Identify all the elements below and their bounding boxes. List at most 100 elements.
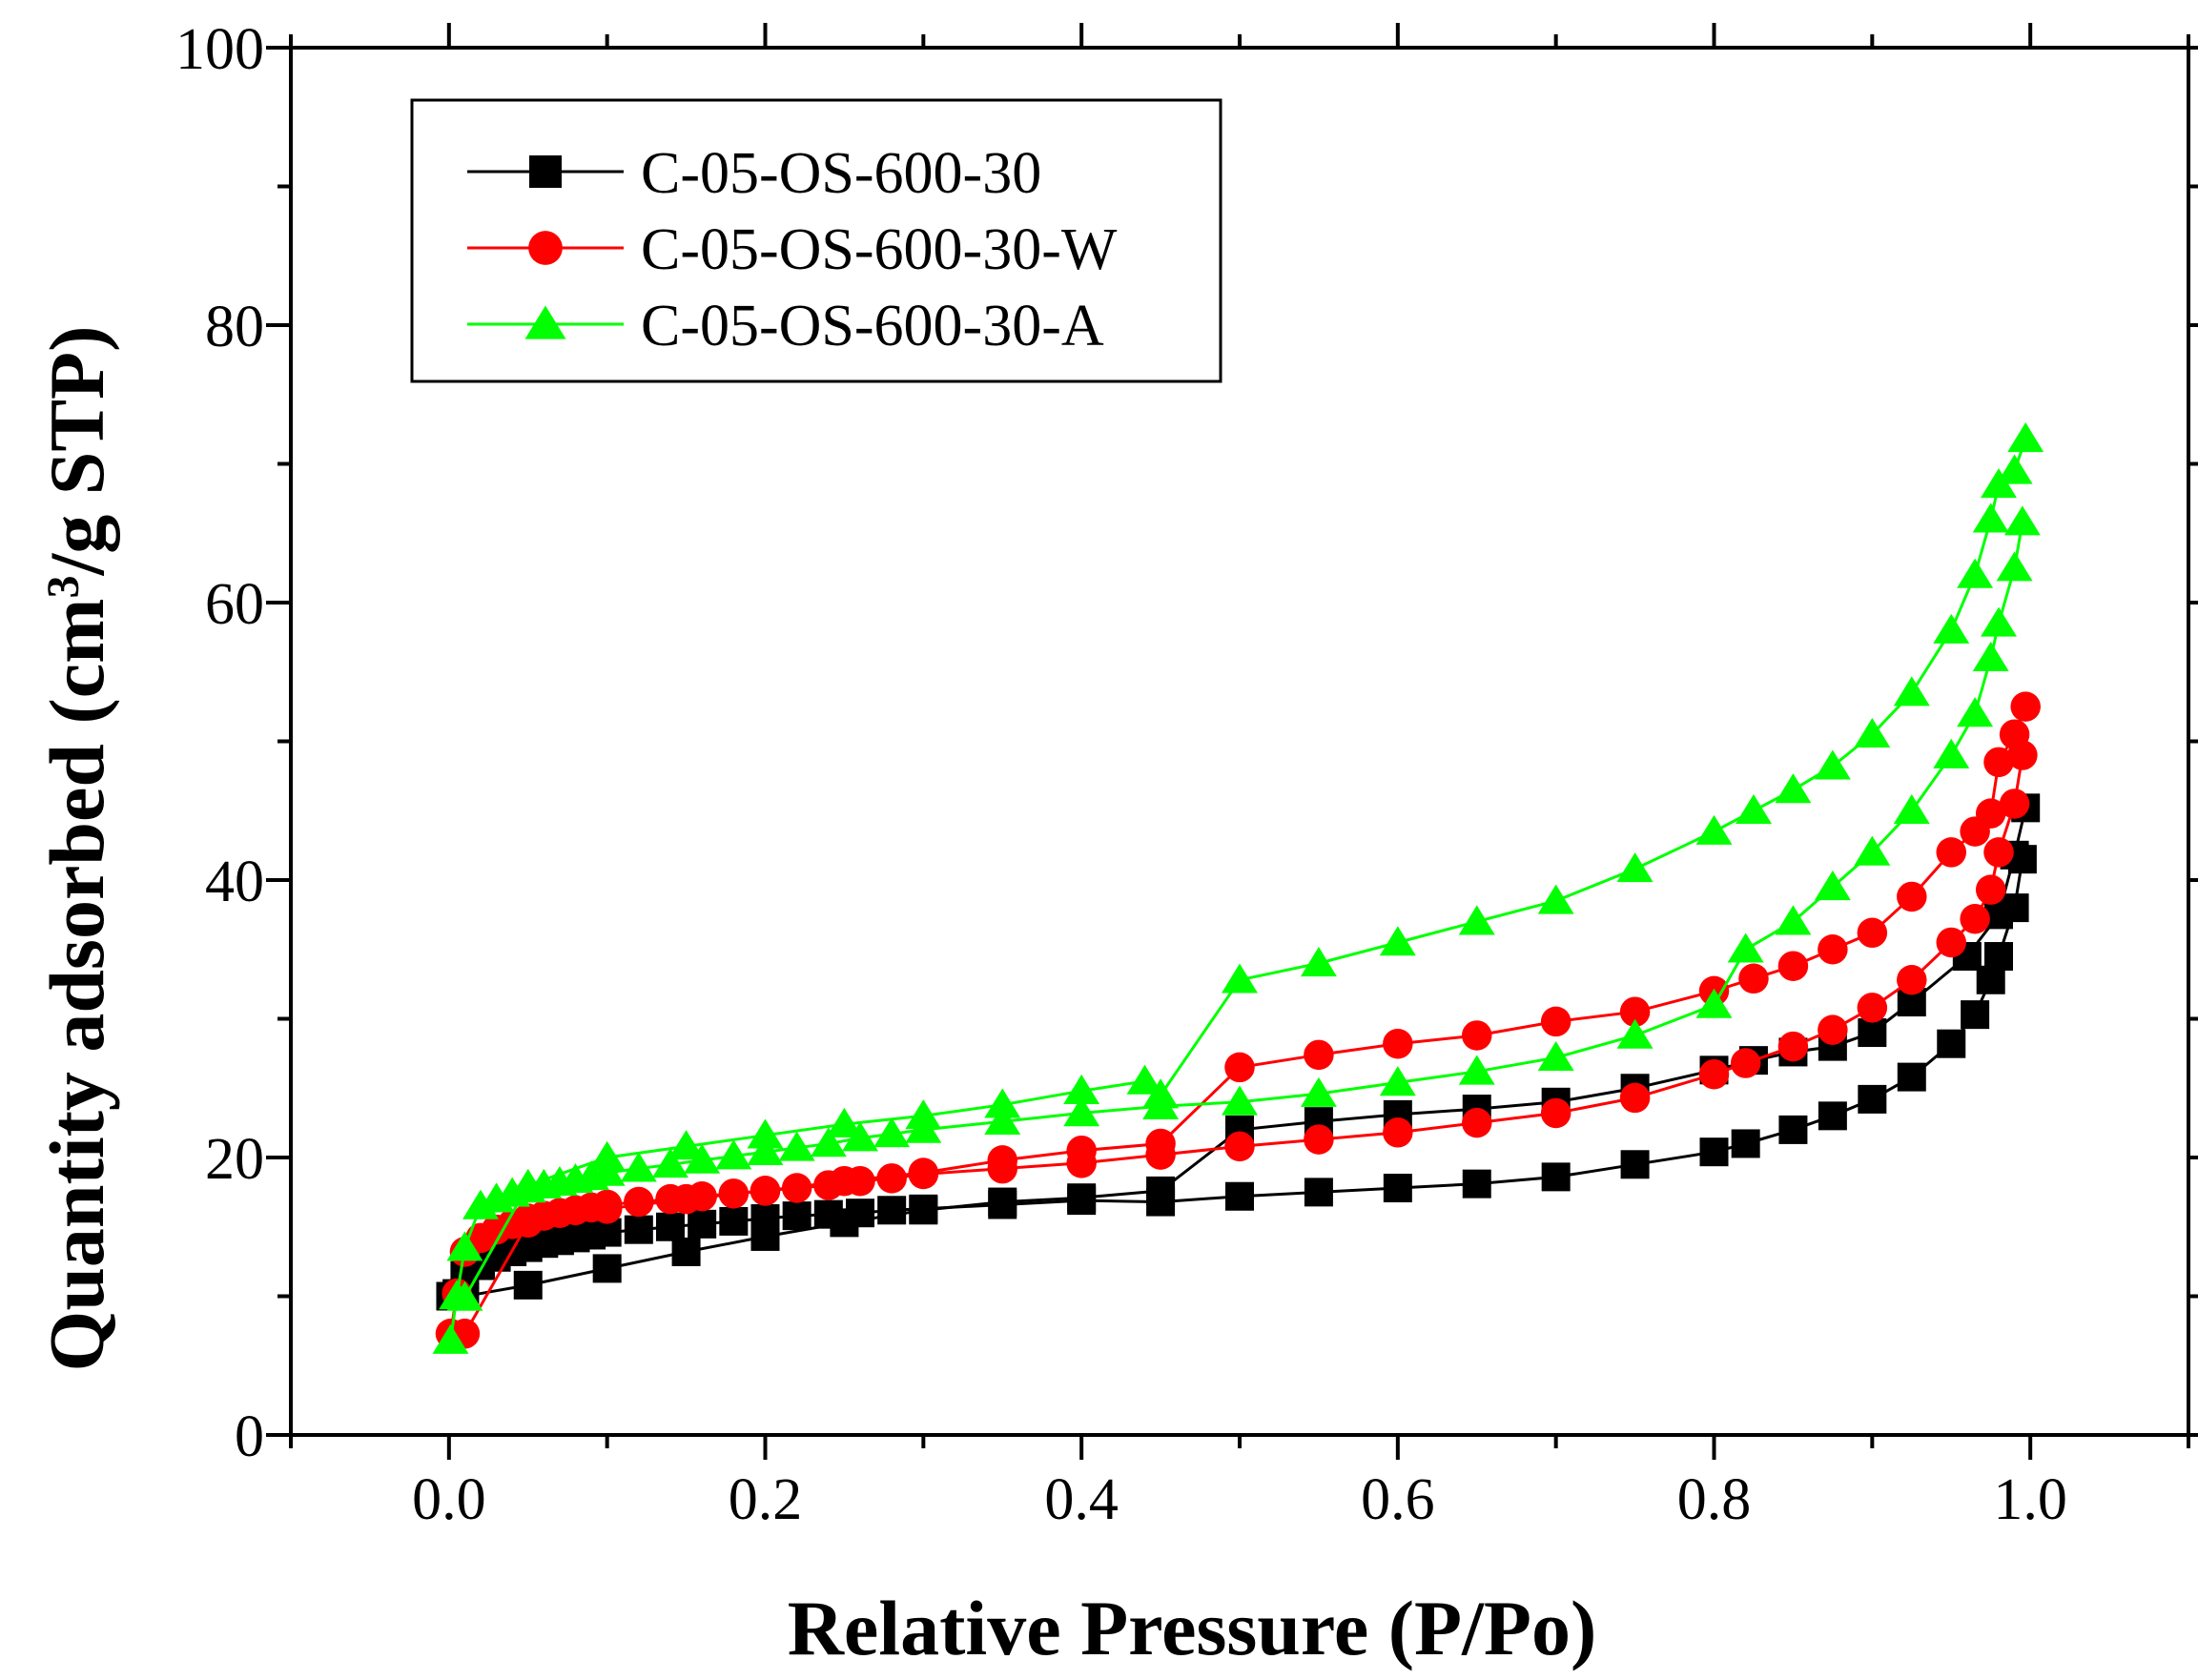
desorption-point <box>2007 422 2044 453</box>
desorption-point <box>509 1168 546 1199</box>
adsorption-point <box>1699 1137 1729 1167</box>
legend-marker <box>524 305 566 339</box>
desorption-point <box>1933 613 1970 644</box>
adsorption-point <box>1961 1000 1990 1030</box>
desorption-point <box>1458 905 1495 935</box>
adsorption-point <box>1936 927 1966 958</box>
desorption-point <box>1996 454 2033 484</box>
adsorption-point <box>984 1104 1021 1135</box>
adsorption-point <box>1063 1096 1100 1127</box>
adsorption-point <box>1957 697 1994 727</box>
desorption-point <box>1383 1028 1413 1059</box>
adsorption-point <box>1616 1018 1654 1049</box>
adsorption-point <box>1981 606 2017 637</box>
desorption-point <box>908 1158 939 1188</box>
desorption-point <box>1854 717 1891 748</box>
desorption-point <box>1540 1006 1571 1037</box>
desorption-point <box>2010 691 2041 722</box>
series-layer <box>432 422 2044 1354</box>
adsorption-point <box>624 1215 653 1244</box>
adsorption-point <box>1462 1107 1492 1138</box>
adsorption-point <box>1379 1066 1416 1096</box>
adsorption-point <box>1854 835 1891 866</box>
desorption-point <box>984 1088 1021 1118</box>
adsorption-point <box>715 1139 752 1170</box>
adsorption-point <box>719 1206 749 1236</box>
adsorption-point <box>1818 1014 1848 1045</box>
adsorption-point <box>1984 942 2013 972</box>
adsorption-point <box>652 1148 688 1178</box>
desorption-point <box>1462 1020 1492 1051</box>
desorption-point <box>1775 773 1812 804</box>
adsorption-point <box>1300 1076 1337 1107</box>
adsorption-point <box>1814 871 1851 901</box>
adsorption-point <box>1731 1129 1760 1158</box>
desorption-point <box>1145 1128 1176 1159</box>
desorption-point <box>1814 749 1851 780</box>
adsorption-point <box>1540 1097 1571 1129</box>
x-tick-label: 0.4 <box>1044 1467 1119 1532</box>
y-tick-label: 40 <box>205 850 264 914</box>
desorption-point <box>1304 1039 1334 1071</box>
adsorption-point <box>1695 988 1733 1018</box>
adsorption-point <box>588 1156 626 1186</box>
legend: C-05-OS-600-30 C-05-OS-600-30-W C-05-OS-60… <box>410 98 1222 383</box>
desorption-point <box>1960 816 1990 847</box>
adsorption-point <box>656 1212 685 1241</box>
adsorption-point <box>1458 1055 1495 1085</box>
adsorption-point <box>1462 1169 1491 1199</box>
x-tick-label: 0.6 <box>1361 1467 1435 1532</box>
desorption-point <box>670 1183 702 1215</box>
adsorption-point <box>1541 1162 1571 1192</box>
y-tick-label: 0 <box>235 1404 264 1469</box>
legend-marker <box>528 231 563 265</box>
desorption-point <box>1066 1135 1097 1166</box>
series-c05-w <box>435 691 2041 1349</box>
desorption-point <box>1224 1052 1255 1083</box>
desorption-point <box>588 1140 626 1171</box>
y-tick-label: 20 <box>205 1127 264 1192</box>
desorption-point <box>513 1207 544 1239</box>
desorption-point <box>1126 1064 1163 1095</box>
adsorption-point <box>1897 965 1927 995</box>
adsorption-point <box>1972 641 2009 671</box>
desorption-point <box>750 1176 781 1206</box>
adsorption-point <box>1620 1150 1650 1179</box>
x-tick-label: 0.8 <box>1677 1467 1752 1532</box>
desorption-point <box>988 1187 1017 1217</box>
adsorption-point <box>432 1323 469 1354</box>
adsorption-point <box>1730 1048 1761 1078</box>
adsorption-point <box>1225 1181 1254 1211</box>
desorption-point <box>1857 917 1888 949</box>
adsorption-point <box>1818 1101 1847 1131</box>
adsorption-point <box>1893 794 1930 825</box>
x-axis-title: Relative Pressure (P/Po) <box>788 1585 1597 1671</box>
desorption-point <box>1738 963 1769 994</box>
desorption-point <box>829 1165 860 1197</box>
legend-label: C-05-OS-600-30-W <box>641 217 1118 282</box>
desorption-point <box>592 1254 622 1283</box>
adsorption-point <box>778 1131 815 1161</box>
legend-marker <box>529 155 562 188</box>
desorption-point <box>1735 794 1772 825</box>
y-tick-label: 60 <box>205 572 264 637</box>
x-tick-label: 0.0 <box>412 1467 486 1532</box>
y-axis-title: Quantity adsorbed (cm3/g STP) <box>33 326 120 1372</box>
adsorption-point <box>446 1231 483 1261</box>
adsorption-point <box>1937 1029 1966 1058</box>
desorption-point <box>1379 926 1416 956</box>
adsorption-point <box>1304 1124 1334 1155</box>
desorption-point <box>1777 951 1809 981</box>
desorption-point <box>1893 676 1930 707</box>
adsorption-point <box>688 1209 717 1239</box>
x-tick-label: 0.2 <box>729 1467 803 1532</box>
adsorption-point <box>782 1201 811 1231</box>
adsorption-point <box>1858 1084 1887 1114</box>
adsorption-point <box>1960 903 1990 934</box>
desorption-point <box>671 1237 701 1266</box>
adsorption-point <box>1383 1117 1413 1148</box>
desorption-point <box>1981 468 2017 499</box>
desorption-point <box>1983 747 2014 778</box>
desorption-point <box>1972 502 2009 533</box>
desorption-point <box>826 1107 863 1137</box>
